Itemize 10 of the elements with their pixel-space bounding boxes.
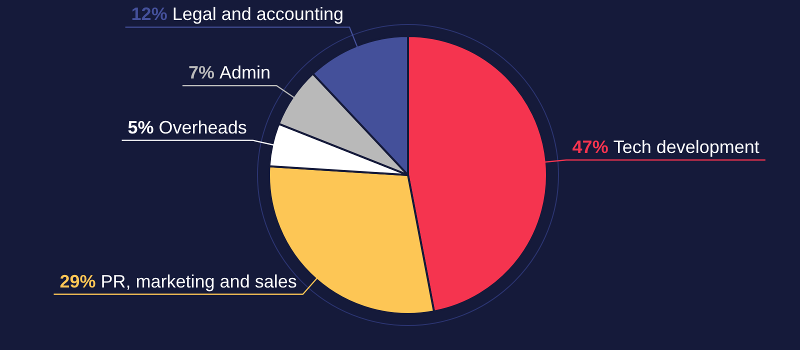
slice-label: Admin [219, 62, 271, 83]
slice-label: PR, marketing and sales [100, 271, 297, 292]
slice-label: Overheads [158, 117, 247, 138]
data-label: 47% [572, 137, 608, 158]
slice-label: Legal and accounting [172, 4, 344, 24]
data-label: 7% [188, 62, 214, 83]
data-label: 29% [60, 271, 96, 292]
data-label: 12% [131, 4, 168, 24]
data-label: 5% [128, 117, 154, 138]
slice-label: Tech development [613, 137, 760, 158]
